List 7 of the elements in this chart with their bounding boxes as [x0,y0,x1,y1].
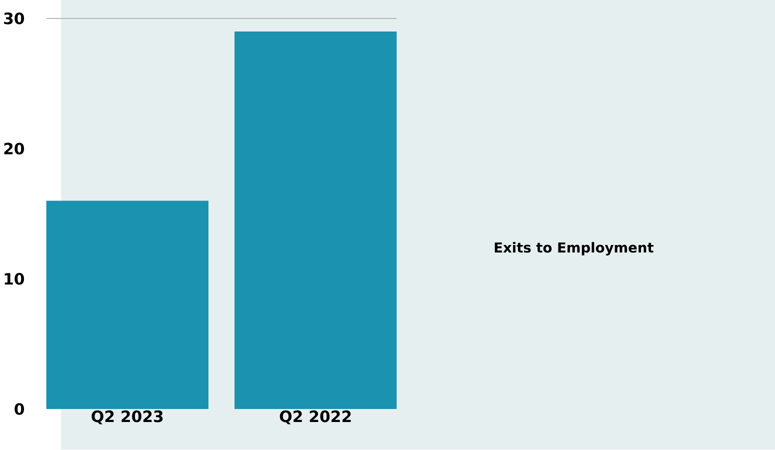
y-tick-label: 0 [14,403,24,416]
y-tick-label: 10 [4,273,24,285]
x-tick-label: Q2 2022 [280,410,351,424]
x-tick-label: Q2 2023 [92,410,163,424]
y-tick-label: 20 [4,142,24,155]
text: Exits to Employment [494,242,654,256]
y-tick-label: 30 [4,12,24,25]
